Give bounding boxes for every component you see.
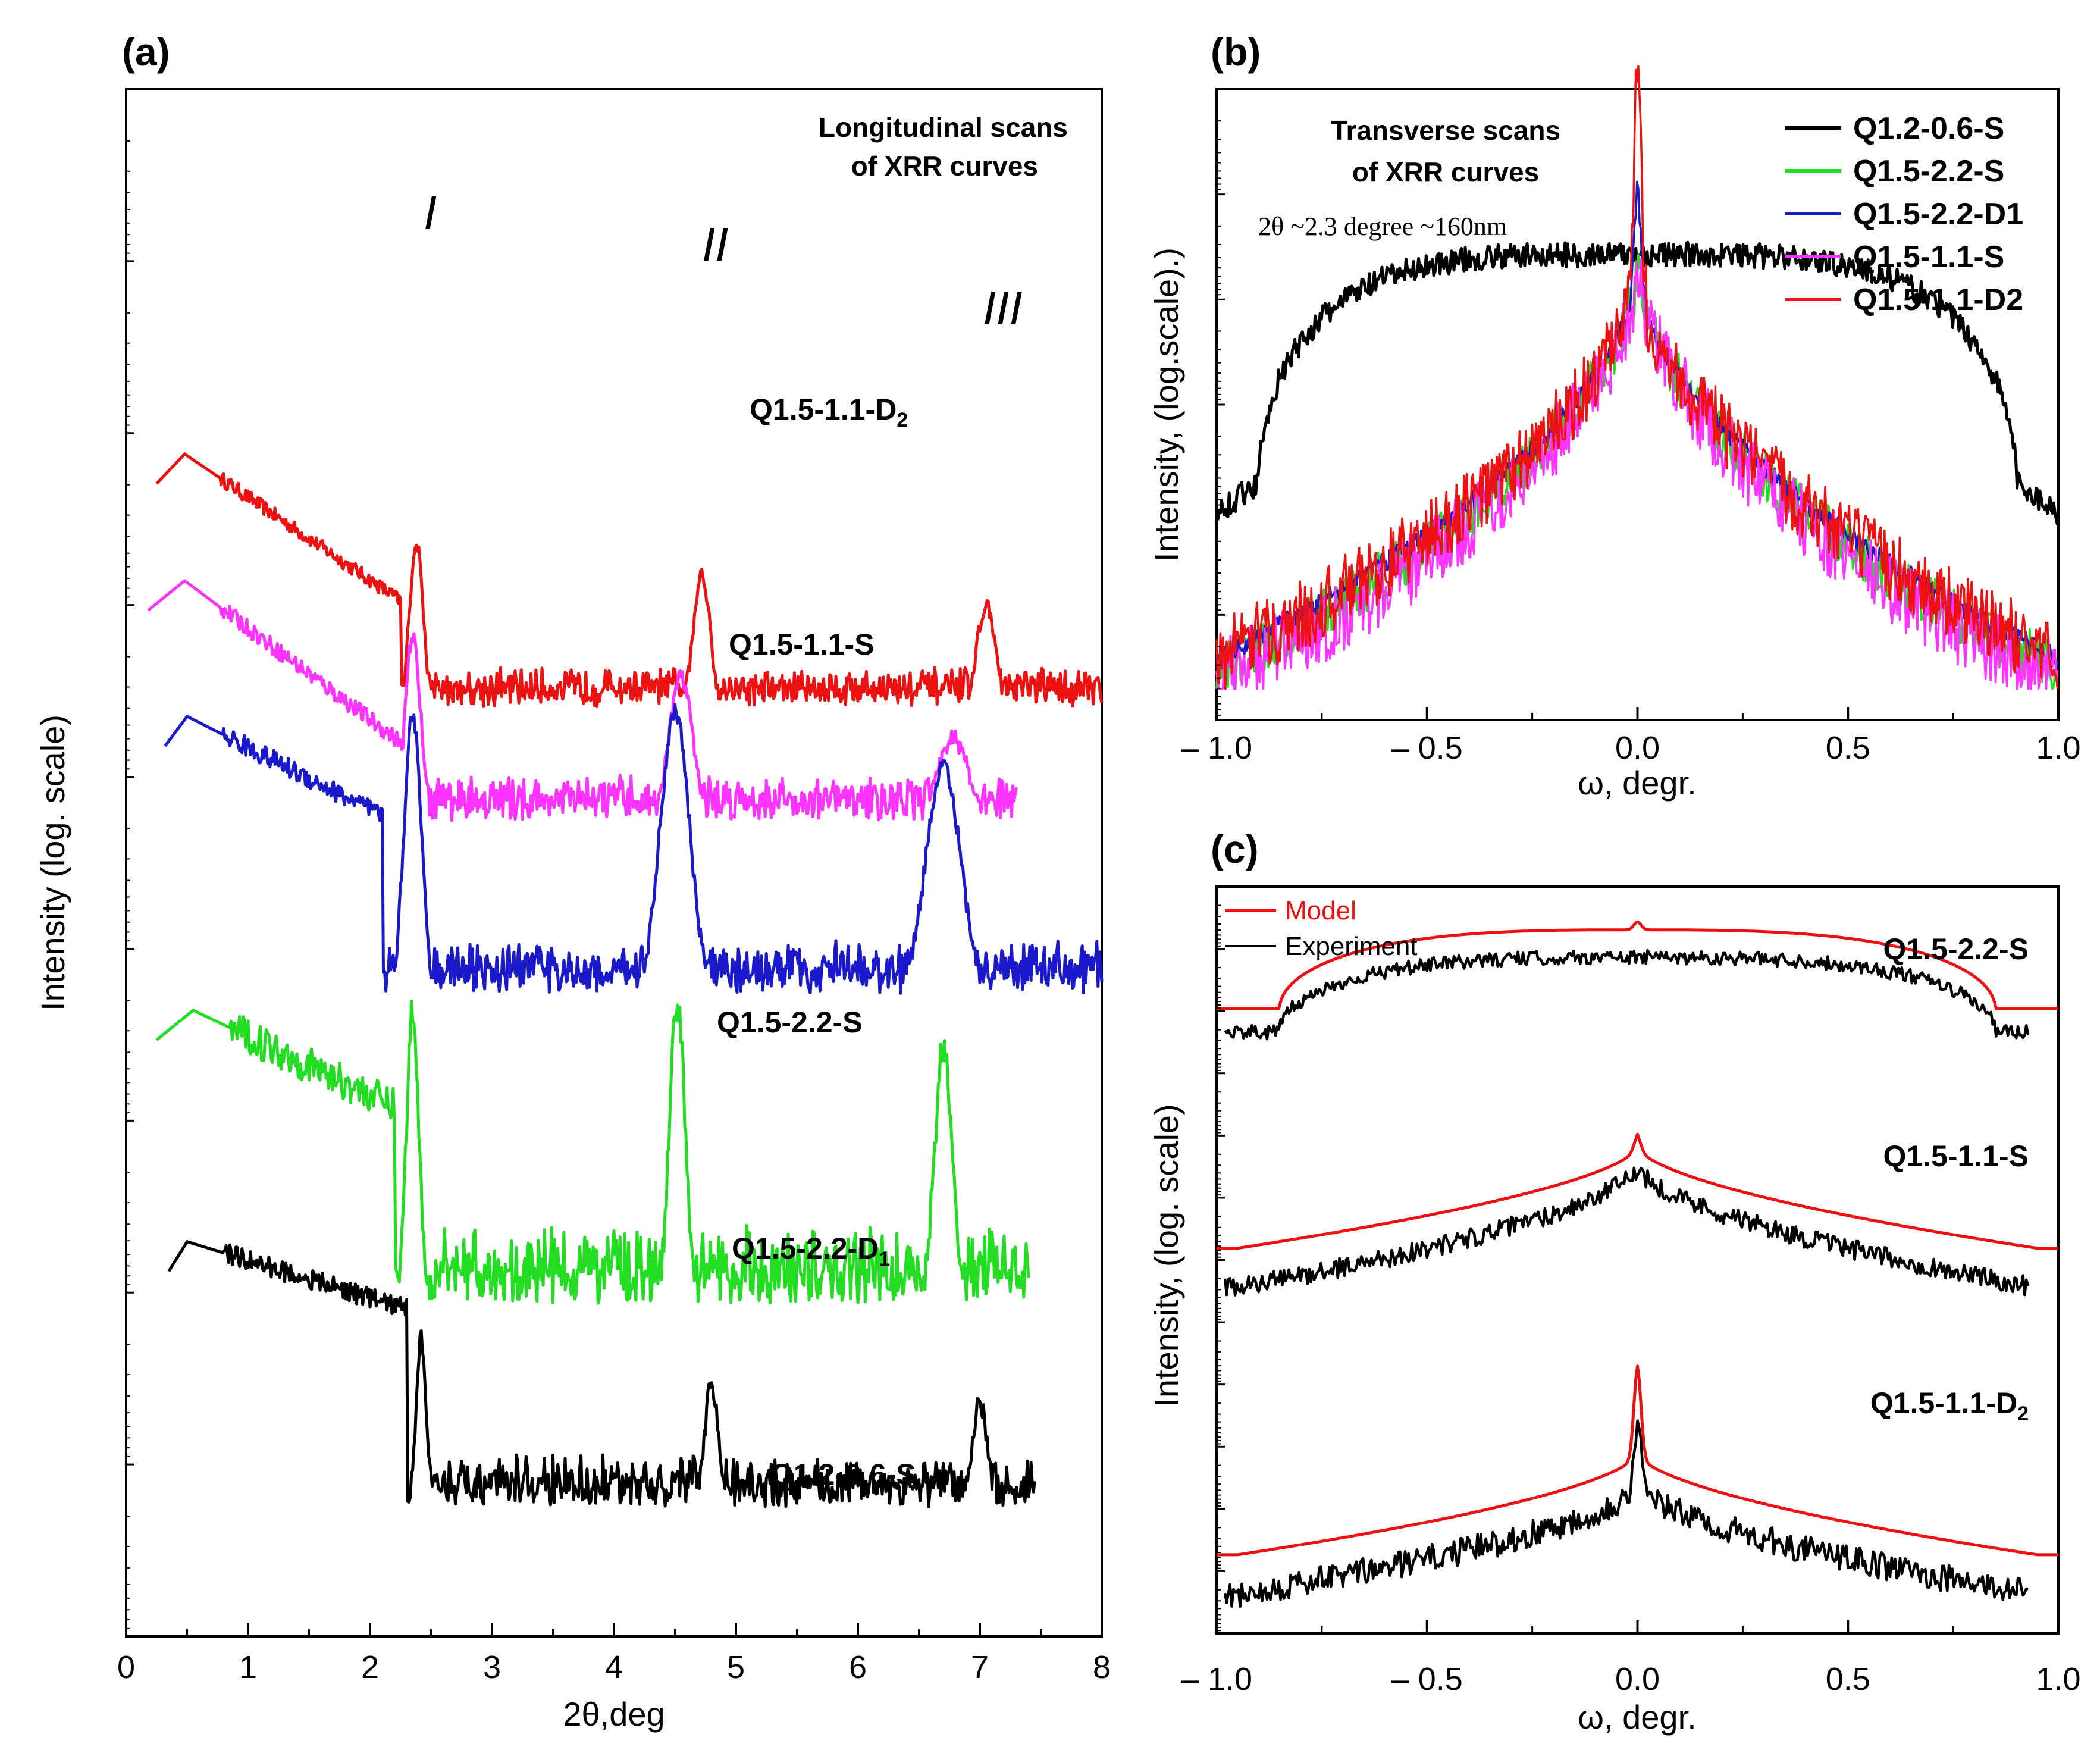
panel-c-xlabel: ω, degr. (1578, 1698, 1696, 1736)
panel-c-frame (1215, 885, 2060, 1635)
series-label-Q1.5-1.1-S: Q1.5-1.1-S (729, 628, 875, 661)
a-xtick-label: 4 (605, 1649, 623, 1685)
a-series-Q1.5-2.2-S (164, 703, 1104, 995)
panel-b-annotation-line2: of XRR curves (1352, 156, 1539, 187)
panel-c-yticks (1217, 885, 1225, 1635)
panel-a-annotation-line2: of XRR curves (851, 151, 1038, 181)
panel-b-annotation-line1: Transverse scans (1331, 115, 1560, 146)
panel-c-ticks: – 1.0 – 0.5 0.0 0.5 1.0 (1181, 1620, 2081, 1697)
panel-b-yticks (1217, 88, 1225, 721)
b-legend-label: Q1.2-0.6-S (1853, 111, 2004, 146)
c-experiment-Q1.5-1.1-D2 (1223, 1419, 2029, 1608)
panel-b-xlabel: ω, degr. (1578, 764, 1696, 802)
b-legend-label: Q1.5-2.2-D1 (1853, 197, 2023, 231)
panel-a-frame (125, 88, 1103, 1638)
panel-a-annotation-line1: Longitudinal scans (819, 112, 1068, 143)
b-series-Q1.5-1.1-D2 (1215, 65, 2059, 690)
b-ticks-xtick-label: – 1.0 (1181, 730, 1252, 766)
panel-b-legend: Q1.2-0.6-S Q1.5-2.2-S Q1.5-2.2-D1 Q1.5-1.1-… (1785, 111, 2023, 317)
peak-label-II: II (702, 218, 728, 271)
panel-a: (a) 0 1 2 3 4 5 6 7 8 2θ,deg Intensity (log. sca… (34, 30, 1111, 1733)
b-legend-label: Q1.5-2.2-S (1853, 154, 2004, 189)
series-label-Q1.5-2.2-S: Q1.5-2.2-S (717, 1006, 863, 1039)
panel-c-label-Q1.5-2.2-S: Q1.5-2.2-S (1883, 932, 2029, 966)
panel-b-curves (1215, 65, 2060, 690)
panel-c-label-Q1.5-1.1-D2: Q1.5-1.1-D2 (1870, 1386, 2029, 1425)
c-experiment-Q1.5-2.2-S (1224, 948, 2030, 1041)
b-ticks-xtick-label: 0.0 (1615, 730, 1660, 766)
b-ticks-xtick-label: 1.0 (2036, 730, 2080, 766)
a-series-Q1.2-0.6-S (167, 1240, 1036, 1508)
panel-c: (c) – 1.0 – 0.5 0.0 0.5 1.0 ω, degr. Intensi… (1148, 827, 2081, 1736)
a-xtick-label: 5 (727, 1649, 745, 1685)
a-xtick-label: 6 (849, 1649, 867, 1685)
panel-c-legend: Model Experiment (1225, 896, 1418, 961)
c-model-Q1.5-1.1-S (1217, 1132, 2058, 1250)
panel-a-ylabel: Intensity (log. scale) (34, 715, 71, 1011)
series-label-Q1.5-2.2-D1: Q1.5-2.2-D1 (732, 1232, 890, 1270)
c-model-Q1.5-1.1-D2 (1217, 1364, 2058, 1557)
panel-c-label-Q1.5-1.1-S: Q1.5-1.1-S (1883, 1139, 2029, 1173)
c-ticks-xtick-label: 0.0 (1615, 1661, 1660, 1697)
panel-a-label: (a) (122, 30, 170, 74)
c-experiment-Q1.5-1.1-S (1223, 1166, 2030, 1297)
a-xtick-label: 3 (483, 1649, 501, 1685)
panel-b-ticks: – 1.0 – 0.5 0.0 0.5 1.0 (1181, 707, 2081, 766)
a-series-Q1.5-1.1-D2 (155, 452, 1104, 708)
panel-b-ylabel: Intensity, (log.scale).) (1148, 248, 1185, 562)
c-legend-label: Model (1285, 896, 1356, 925)
peak-label-III: III (983, 281, 1023, 334)
series-label-Q1.5-1.1-D2: Q1.5-1.1-D2 (750, 393, 908, 431)
a-xtick-label: 7 (971, 1649, 989, 1685)
panel-b: (b) – 1.0 – 0.5 0.0 0.5 1.0 ω, degr. Intensi… (1148, 30, 2081, 802)
panel-c-label: (c) (1211, 827, 1259, 871)
b-series-Q1.5-2.2-S (1215, 253, 2059, 690)
b-legend-label: Q1.5-1.1-D2 (1853, 283, 2023, 317)
c-ticks-xtick-label: – 0.5 (1391, 1661, 1463, 1697)
c-ticks-xtick-label: 0.5 (1826, 1661, 1870, 1697)
c-model-Q1.5-2.2-S (1217, 920, 2058, 1010)
a-xtick-label: 2 (361, 1649, 379, 1685)
a-xtick-label: 0 (117, 1649, 135, 1685)
peak-label-I: I (424, 186, 437, 239)
c-ticks-xtick-label: – 1.0 (1181, 1661, 1252, 1697)
b-series-Q1.5-1.1-S (1215, 258, 2059, 690)
a-series-Q1.5-2.2-D1 (155, 999, 1030, 1305)
b-ticks-xtick-label: – 0.5 (1391, 730, 1463, 766)
panel-a-xlabel: 2θ,deg (563, 1695, 665, 1733)
a-xtick-label: 1 (239, 1649, 257, 1685)
panel-c-curves (1217, 920, 2058, 1608)
b-ticks-xtick-label: 0.5 (1826, 730, 1870, 766)
panel-a-ticks: 0 1 2 3 4 5 6 7 8 (117, 1623, 1111, 1685)
panel-a-yticks (126, 88, 134, 1638)
c-legend-label: Experiment (1285, 932, 1418, 961)
b-legend-label: Q1.5-1.1-S (1853, 240, 2004, 274)
a-xtick-label: 8 (1093, 1649, 1111, 1685)
c-ticks-xtick-label: 1.0 (2036, 1661, 2080, 1697)
panel-c-ylabel: Intensity, (log. scale) (1148, 1104, 1185, 1407)
panel-b-label: (b) (1211, 30, 1261, 74)
a-series-Q1.5-1.1-S (147, 579, 1018, 822)
panel-a-curves (147, 452, 1104, 1508)
series-label-Q1.2-0.6-S: Q1.2-0.6-S (770, 1458, 916, 1491)
panel-b-note: 2θ ~2.3 degree ~160nm (1258, 212, 1507, 241)
